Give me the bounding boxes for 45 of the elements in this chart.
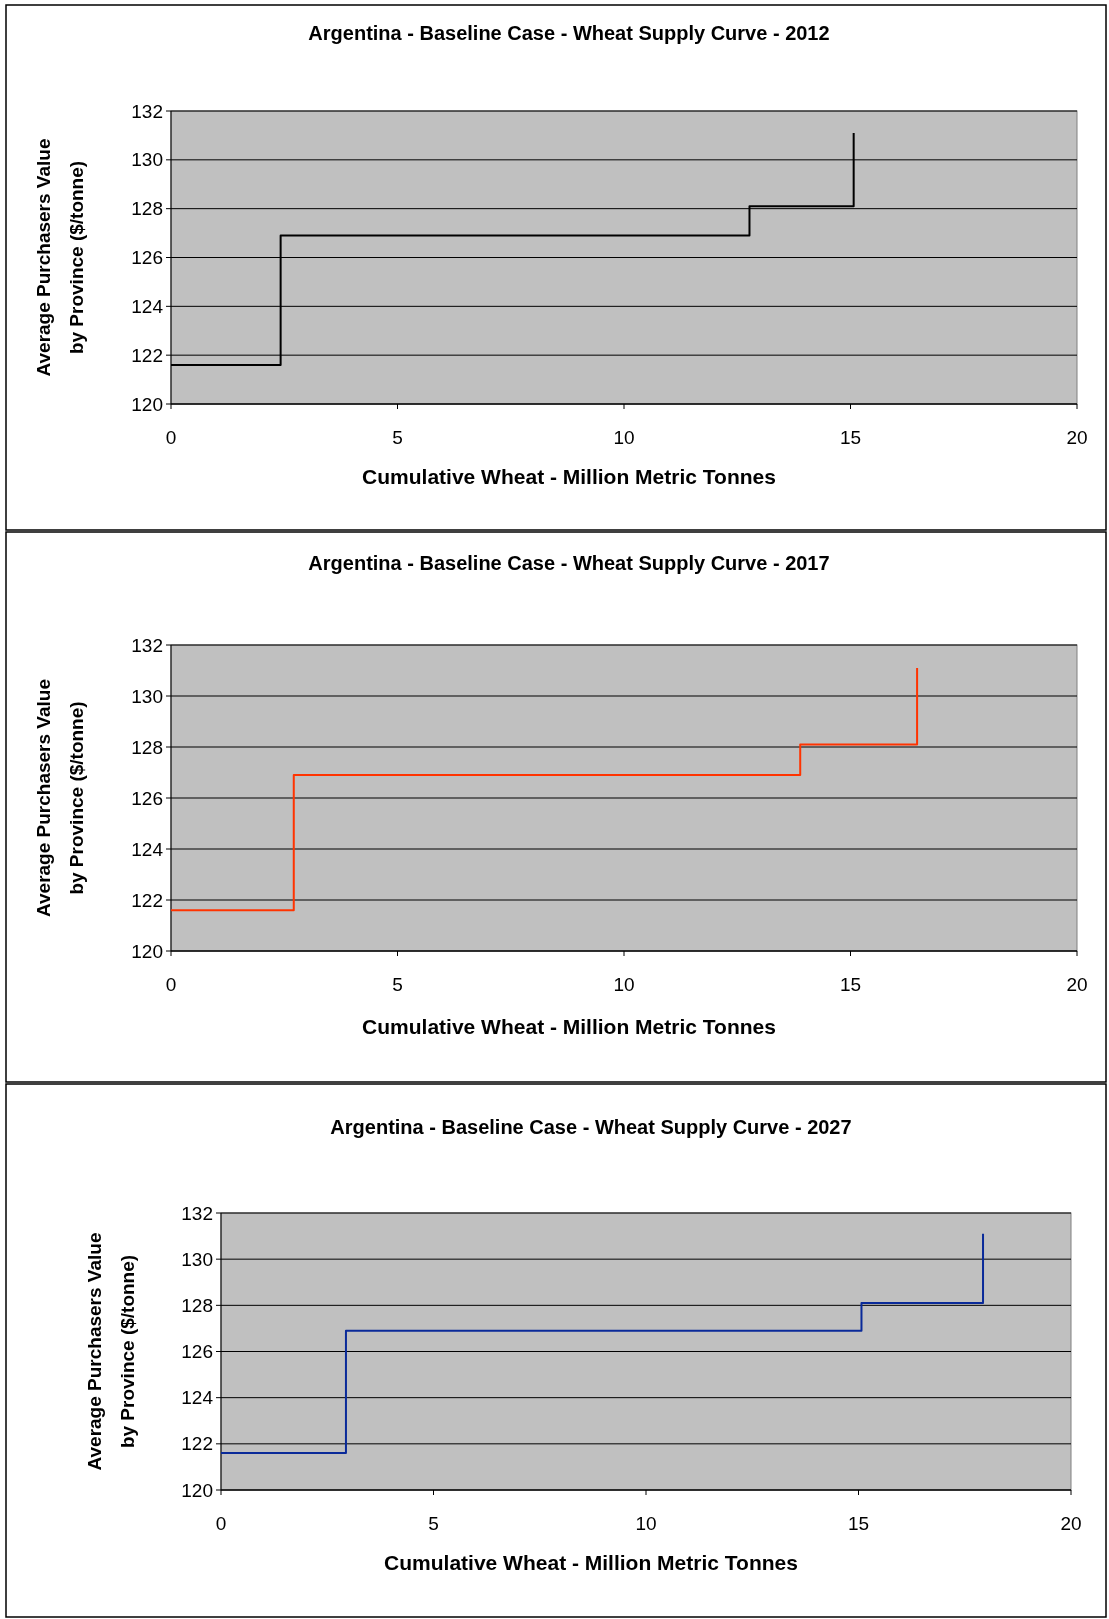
y-tick-label: 128 [131, 198, 163, 220]
y-tick-label: 126 [181, 1341, 213, 1363]
y-tick-label: 130 [131, 149, 163, 171]
y-tick-label: 132 [181, 1202, 213, 1224]
y-tick-label: 130 [181, 1248, 213, 1270]
x-tick-label: 15 [839, 974, 862, 995]
chart-title: Argentina - Baseline Case - Wheat Supply Curve - 2017 [308, 552, 830, 574]
y-tick-label: 122 [181, 1433, 213, 1455]
y-axis-title: Average Purchasers Value by Province ($/tonne) [33, 679, 87, 917]
x-tick-label: 15 [839, 427, 862, 448]
y-tick-label: 120 [131, 393, 163, 415]
x-tick-label: 5 [392, 427, 403, 448]
x-axis-title: Cumulative Wheat - Million Metric Tonnes [362, 465, 776, 488]
y-tick-label: 124 [131, 838, 164, 860]
x-tick-label: 5 [392, 974, 403, 995]
y-tick-label: 128 [131, 736, 163, 758]
x-tick-label: 20 [1066, 974, 1088, 995]
x-tick-label: 0 [165, 427, 177, 448]
y-tick-label: 120 [181, 1479, 213, 1501]
x-axis-title: Cumulative Wheat - Million Metric Tonnes [362, 1015, 776, 1038]
y-tick-label: 122 [131, 344, 163, 366]
x-tick-label: 5 [428, 1513, 439, 1534]
y-tick-label: 126 [131, 787, 163, 809]
y-tick-label: 124 [131, 295, 164, 317]
x-tick-label: 10 [635, 1513, 657, 1534]
y-tick-label: 128 [181, 1294, 213, 1316]
x-tick-label: 10 [613, 427, 635, 448]
y-tick-label: 122 [131, 889, 163, 911]
x-tick-label: 0 [165, 974, 177, 995]
x-tick-label: 15 [847, 1513, 870, 1534]
x-tick-label: 20 [1060, 1513, 1082, 1534]
y-tick-label: 132 [131, 634, 163, 656]
y-tick-label: 130 [131, 685, 163, 707]
x-axis-title: Cumulative Wheat - Million Metric Tonnes [384, 1551, 798, 1574]
y-tick-label: 126 [131, 247, 163, 269]
x-tick-label: 0 [215, 1513, 227, 1534]
x-tick-label: 10 [613, 974, 635, 995]
y-axis-title: Average Purchasers Value by Province ($/tonne) [33, 138, 87, 377]
y-axis-title: Average Purchasers Value by Province ($/tonne) [84, 1232, 138, 1471]
y-tick-label: 120 [131, 940, 163, 962]
y-tick-label: 124 [181, 1387, 214, 1409]
chart-title: Argentina - Baseline Case - Wheat Supply Curve - 2012 [308, 22, 830, 44]
y-tick-label: 132 [131, 100, 163, 122]
chart-title: Argentina - Baseline Case - Wheat Supply Curve - 2027 [330, 1116, 852, 1138]
x-tick-label: 20 [1066, 427, 1088, 448]
